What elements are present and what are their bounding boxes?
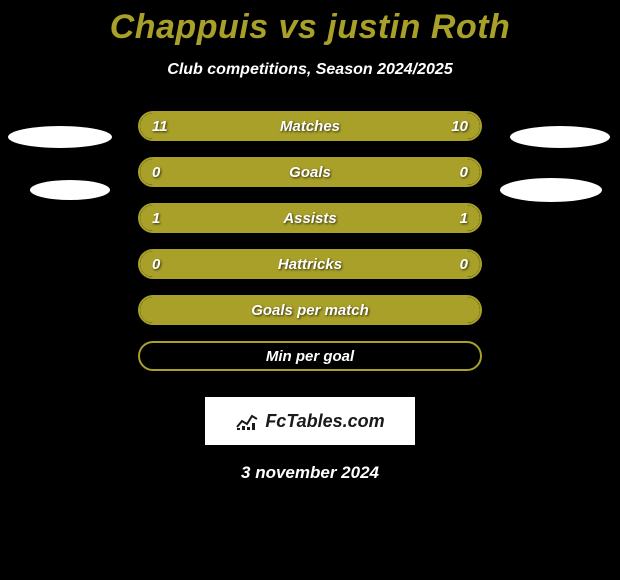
stat-fill-right [310, 159, 480, 185]
fctables-logo: FcTables.com [205, 397, 415, 445]
stat-row-goals-per-match: Goals per match [0, 295, 620, 325]
stat-value-left: 0 [152, 164, 160, 181]
stat-bar: 1 1 Assists [138, 203, 482, 233]
stat-label: Goals [289, 164, 331, 181]
stat-value-right: 0 [460, 164, 468, 181]
logo-icon [235, 411, 259, 431]
stat-value-left: 11 [152, 118, 168, 135]
date-text: 3 november 2024 [241, 463, 379, 483]
stat-value-left: 1 [152, 210, 160, 227]
stat-value-right: 10 [451, 118, 468, 135]
stat-label: Matches [280, 118, 340, 135]
stat-label: Assists [283, 210, 336, 227]
stat-label: Goals per match [251, 302, 369, 319]
stat-bar: 0 0 Goals [138, 157, 482, 187]
stat-bar: 11 10 Matches [138, 111, 482, 141]
stat-bar: 0 0 Hattricks [138, 249, 482, 279]
stat-row-assists: 1 1 Assists [0, 203, 620, 233]
stat-value-right: 1 [460, 210, 468, 227]
stat-row-hattricks: 0 0 Hattricks [0, 249, 620, 279]
stats-area: 1110Matches00Goals11Assists00HattricksGo… [0, 111, 620, 387]
logo-text: FcTables.com [265, 411, 384, 432]
player-ellipse-0 [8, 126, 112, 148]
stat-row-min-per-goal: Min per goal [0, 341, 620, 371]
player-ellipse-2 [510, 126, 610, 148]
subtitle: Club competitions, Season 2024/2025 [167, 61, 452, 79]
stat-value-right: 0 [460, 256, 468, 273]
stat-bar: Goals per match [138, 295, 482, 325]
player-ellipse-1 [30, 180, 110, 200]
stat-label: Min per goal [266, 348, 354, 365]
stat-value-left: 0 [152, 256, 160, 273]
stat-fill-left [140, 159, 310, 185]
stat-bar: Min per goal [138, 341, 482, 371]
comparison-title: Chappuis vs justin Roth [110, 8, 511, 47]
stat-label: Hattricks [278, 256, 342, 273]
player-ellipse-3 [500, 178, 602, 202]
